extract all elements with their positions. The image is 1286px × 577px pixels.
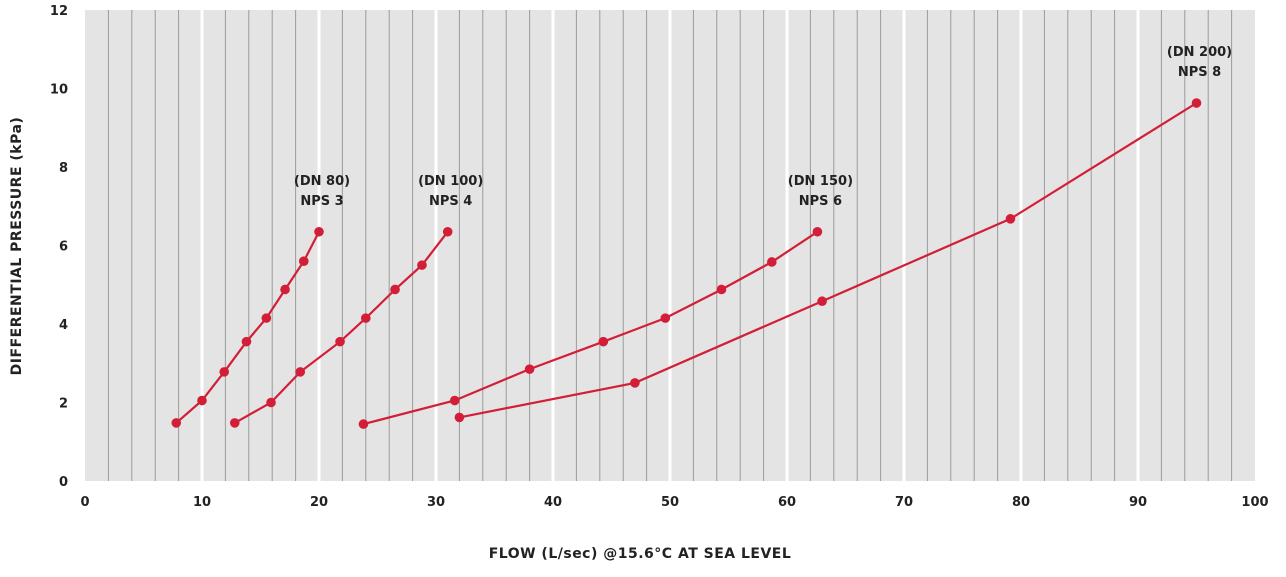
data-point <box>280 284 290 295</box>
tick-labels: 0 10 20 30 40 50 60 70 80 90 100 0 2 4 6 8 10 12 <box>50 4 1269 510</box>
series <box>171 98 1202 429</box>
y-tick-label: 2 <box>59 397 68 412</box>
series-label-dn: (DN 200) <box>1167 45 1232 60</box>
x-tick-label: 10 <box>193 495 211 510</box>
data-point <box>298 256 309 267</box>
data-point <box>197 395 207 406</box>
series-label-dn: (DN 100) <box>418 174 483 189</box>
data-point <box>390 284 400 295</box>
series-label-nps: NPS 6 <box>799 194 842 209</box>
data-point <box>266 397 276 408</box>
data-point <box>229 418 240 428</box>
x-axis-title: FLOW (L/sec) @15.6°C AT SEA LEVEL <box>489 546 792 562</box>
data-point <box>817 296 827 307</box>
y-tick-label: 6 <box>59 240 68 255</box>
data-point <box>716 284 727 295</box>
series-label-dn: (DN 150) <box>788 174 853 189</box>
series-label-dn: (DN 80) <box>294 174 350 189</box>
data-point <box>361 313 371 323</box>
data-point <box>630 378 640 388</box>
data-point <box>449 395 460 406</box>
series-line <box>175 231 320 424</box>
x-tick-label: 70 <box>895 495 913 510</box>
data-point <box>295 367 306 377</box>
series-label-nps: NPS 3 <box>300 194 343 209</box>
series-labels: (DN 80) NPS 3 (DN 100) NPS 4 (DN 150) NPS 6 (D… <box>294 45 1232 209</box>
series-label-nps: NPS 8 <box>1178 65 1221 80</box>
x-tick-label: 100 <box>1241 495 1268 510</box>
data-point <box>598 336 609 347</box>
data-point <box>261 313 272 323</box>
x-tick-label: 20 <box>310 495 328 510</box>
data-point <box>241 336 252 347</box>
data-point <box>417 260 427 270</box>
data-point <box>171 418 182 428</box>
data-point <box>766 257 777 267</box>
data-point <box>660 313 671 323</box>
data-point <box>454 412 465 423</box>
y-axis-title: DIFFERENTIAL PRESSURE (kPa) <box>9 117 25 376</box>
x-tick-label: 40 <box>544 495 562 510</box>
x-tick-label: 60 <box>778 495 796 510</box>
y-tick-label: 12 <box>50 4 68 19</box>
data-point <box>1191 98 1202 108</box>
series-1 <box>171 226 324 428</box>
x-tick-label: 30 <box>427 495 445 510</box>
y-tick-label: 8 <box>59 161 68 176</box>
y-tick-label: 0 <box>59 475 68 490</box>
series-line <box>363 230 819 426</box>
data-point <box>314 226 324 237</box>
data-point <box>1005 214 1016 224</box>
data-point <box>812 226 823 237</box>
grid <box>107 10 1233 481</box>
data-point <box>442 226 453 237</box>
x-tick-label: 50 <box>661 495 679 510</box>
data-point <box>335 336 345 347</box>
data-point <box>524 364 535 374</box>
series-2 <box>229 226 453 428</box>
x-tick-label: 90 <box>1129 495 1147 510</box>
series-3 <box>358 226 823 429</box>
series-label-nps: NPS 4 <box>429 194 472 209</box>
x-tick-label: 0 <box>80 495 89 510</box>
y-tick-label: 10 <box>50 83 68 98</box>
series-line <box>234 231 449 424</box>
data-point <box>358 419 369 429</box>
series-4 <box>454 98 1202 423</box>
y-tick-label: 4 <box>59 318 68 333</box>
data-point <box>219 367 230 377</box>
x-tick-label: 80 <box>1012 495 1030 510</box>
